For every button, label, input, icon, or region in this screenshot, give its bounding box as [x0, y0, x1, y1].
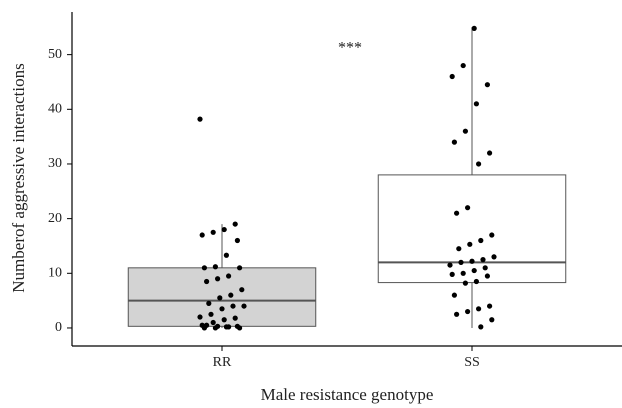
data-point: [460, 270, 466, 276]
data-point: [451, 292, 457, 298]
y-tick-label: 50: [48, 47, 62, 62]
data-point: [489, 232, 495, 238]
data-point: [239, 287, 245, 293]
y-tick-label: 20: [48, 211, 62, 226]
data-point: [484, 82, 490, 88]
data-point: [478, 237, 484, 244]
data-point: [482, 265, 488, 271]
y-tick-label: 30: [48, 156, 62, 171]
data-point: [210, 229, 216, 235]
data-point: [204, 322, 210, 328]
data-point: [237, 265, 243, 271]
data-point: [237, 325, 243, 331]
x-tick-label: RR: [213, 355, 232, 370]
data-point: [469, 258, 475, 264]
data-point: [473, 101, 479, 107]
data-point: [467, 241, 473, 247]
data-point: [228, 292, 234, 298]
data-point: [478, 324, 484, 330]
data-point: [460, 62, 466, 69]
data-point: [449, 73, 455, 80]
data-point: [487, 303, 493, 309]
data-point: [232, 221, 238, 227]
data-point: [223, 252, 229, 258]
data-point: [217, 295, 223, 301]
data-point: [210, 319, 216, 326]
data-point: [454, 210, 460, 216]
data-point: [221, 317, 227, 323]
data-point: [476, 306, 482, 312]
y-tick-label: 0: [55, 320, 62, 335]
annotation: ***: [338, 40, 362, 57]
data-point: [462, 280, 468, 286]
data-point: [465, 308, 471, 315]
y-tick-label: 10: [48, 266, 62, 281]
data-point: [215, 323, 221, 329]
data-point: [208, 311, 214, 317]
y-tick-label: 40: [48, 102, 62, 117]
data-point: [471, 25, 477, 31]
x-tick-label: SS: [464, 355, 480, 370]
data-point: [458, 259, 464, 265]
data-point: [232, 315, 238, 321]
data-point: [197, 116, 203, 122]
data-point: [487, 150, 493, 156]
data-point: [491, 254, 497, 260]
data-point: [456, 246, 462, 252]
data-point: [454, 311, 460, 317]
data-point: [219, 306, 225, 312]
data-point: [226, 324, 232, 330]
data-point: [234, 237, 240, 244]
data-point: [465, 205, 471, 211]
box: [377, 174, 567, 284]
data-point: [204, 278, 210, 285]
data-point: [212, 264, 218, 270]
data-point: [199, 232, 205, 238]
data-point: [471, 267, 477, 274]
y-axis-label: Numberof aggressive interactions: [9, 63, 28, 292]
data-point: [476, 161, 482, 167]
data-point: [226, 273, 232, 279]
data-point: [241, 303, 247, 309]
data-point: [473, 278, 479, 285]
data-point: [221, 226, 227, 233]
data-point: [484, 273, 490, 279]
data-point: [230, 303, 236, 309]
data-point: [197, 314, 203, 320]
data-point: [447, 262, 453, 268]
x-axis-label: Male resistance genotype: [261, 385, 434, 404]
data-point: [462, 128, 468, 134]
data-point: [206, 300, 212, 306]
data-point: [480, 257, 486, 263]
data-point: [201, 265, 207, 271]
data-point: [449, 271, 455, 277]
data-point: [489, 317, 495, 323]
data-point: [451, 139, 457, 145]
data-point: [215, 276, 221, 282]
